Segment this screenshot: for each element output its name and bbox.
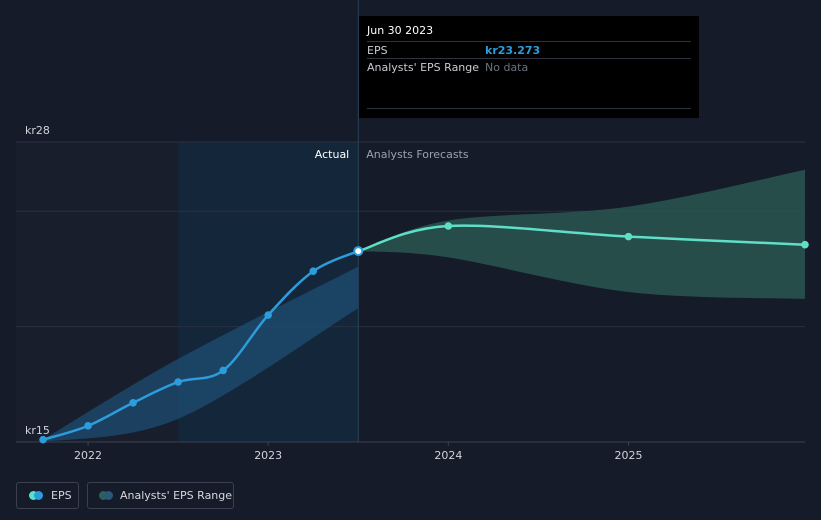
tooltip-range-value: No data bbox=[485, 61, 529, 74]
legend-eps-dot bbox=[34, 491, 43, 500]
legend-range-dot-forecast bbox=[99, 491, 108, 500]
series-0-point-1 bbox=[84, 422, 92, 430]
actual-label: Actual bbox=[315, 148, 349, 161]
range-band-0 bbox=[43, 266, 359, 442]
series-0-point-6 bbox=[309, 267, 318, 276]
legend-eps-dot-forecast bbox=[29, 491, 38, 500]
legend-range-dot bbox=[104, 491, 113, 500]
forecast-label: Analysts Forecasts bbox=[366, 148, 469, 161]
series-0-point-7 bbox=[353, 246, 364, 257]
y-tick-label-max: kr28 bbox=[25, 124, 50, 137]
series-0-point-2 bbox=[129, 398, 137, 407]
series-1-point-2 bbox=[624, 232, 633, 241]
tooltip: Jun 30 2023 EPS kr23.273 Analysts' EPS R… bbox=[359, 16, 699, 118]
series-line-1 bbox=[357, 224, 807, 253]
x-tick-label-2024: 2024 bbox=[434, 449, 462, 462]
tooltip-eps-value: kr23.273 bbox=[485, 44, 541, 57]
tooltip-range-key: Analysts' EPS Range bbox=[367, 61, 480, 74]
tooltip-row-eps: EPS kr23.273 bbox=[367, 41, 691, 59]
x-tick-label-2025: 2025 bbox=[614, 449, 642, 462]
tooltip-row-range: Analysts' EPS Range No data bbox=[367, 58, 691, 76]
series-1-point-3 bbox=[801, 240, 809, 249]
series-0-point-0 bbox=[39, 435, 47, 444]
series-line-0 bbox=[41, 249, 360, 441]
tooltip-date: Jun 30 2023 bbox=[367, 24, 434, 37]
series-0-point-4 bbox=[219, 366, 227, 375]
series-0-point-5 bbox=[264, 311, 272, 319]
legend-range-label: Analysts' EPS Range bbox=[120, 489, 233, 502]
tooltip-eps-key: EPS bbox=[367, 44, 388, 57]
x-tick-label-2023: 2023 bbox=[254, 449, 282, 462]
tooltip-divider bbox=[367, 108, 691, 109]
y-tick-label-min: kr15 bbox=[25, 424, 50, 437]
x-tick-label-2022: 2022 bbox=[74, 449, 102, 462]
legend-eps-label: EPS bbox=[51, 489, 72, 502]
series-1-point-1 bbox=[444, 222, 453, 230]
series-0-point-3 bbox=[174, 378, 182, 386]
legend-item-range[interactable]: Analysts' EPS Range bbox=[87, 482, 234, 509]
legend-item-eps[interactable]: EPS bbox=[16, 482, 79, 509]
